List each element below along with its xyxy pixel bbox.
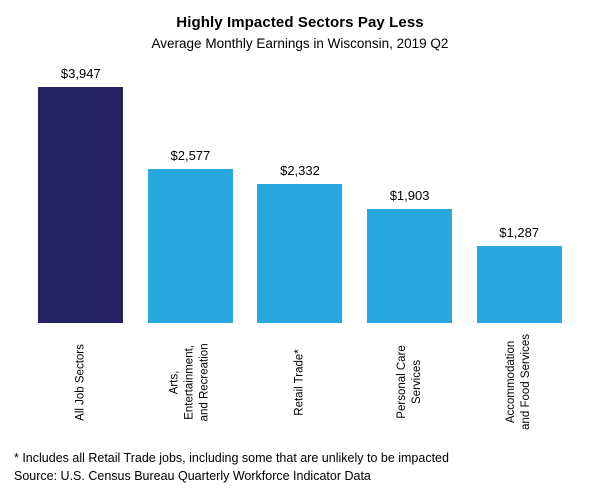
category-label-slot: Arts, Entertainment, and Recreation [136,323,246,441]
footnote-text: * Includes all Retail Trade jobs, includ… [14,451,449,465]
chart-footer: * Includes all Retail Trade jobs, includ… [14,449,600,485]
bar-slot: $1,287 [464,57,574,323]
bar [257,184,343,323]
chart-title: Highly Impacted Sectors Pay Less [176,14,424,31]
bar-column: $2,577 Arts, Entertainment, and Recreatio… [136,57,246,441]
bar-chart: Highly Impacted Sectors Pay Less Average… [0,14,600,485]
bar-column: $1,287 Accommodation and Food Services [464,57,574,441]
category-label-slot: All Job Sectors [26,323,136,441]
bar-value-label: $2,332 [280,163,320,178]
bar [38,87,124,323]
bar-slot: $2,332 [245,57,355,323]
bar-value-label: $3,947 [60,66,101,81]
bar-value-label: $1,903 [389,188,430,203]
chart-subtitle: Average Monthly Earnings in Wisconsin, 2… [151,36,449,51]
bar-column: $3,947 All Job Sectors [26,57,136,441]
bar-column: $2,332 Retail Trade* [245,57,355,441]
bar-slot: $1,903 [355,57,465,323]
bar [367,209,453,323]
category-label: Arts, Entertainment, and Recreation [168,343,211,421]
plot-area: $3,947 All Job Sectors $2,577 Arts, Enterta… [26,57,574,441]
bar-value-label: $1,287 [499,225,540,240]
category-label: Retail Trade* [293,348,306,416]
bar-value-label: $2,577 [170,148,211,163]
bar-slot: $2,577 [136,57,246,323]
category-label: Personal Care Services [395,345,423,419]
bar-slot: $3,947 [26,57,136,323]
bar [476,246,562,323]
bar-column: $1,903 Personal Care Services [355,57,465,441]
bar [147,169,233,323]
category-label-slot: Retail Trade* [245,323,355,441]
category-label: All Job Sectors [74,343,87,421]
category-label-slot: Personal Care Services [355,323,465,441]
source-text: Source: U.S. Census Bureau Quarterly Wor… [14,469,371,484]
category-label-slot: Accommodation and Food Services [464,323,574,441]
category-label: Accommodation and Food Services [505,334,533,430]
